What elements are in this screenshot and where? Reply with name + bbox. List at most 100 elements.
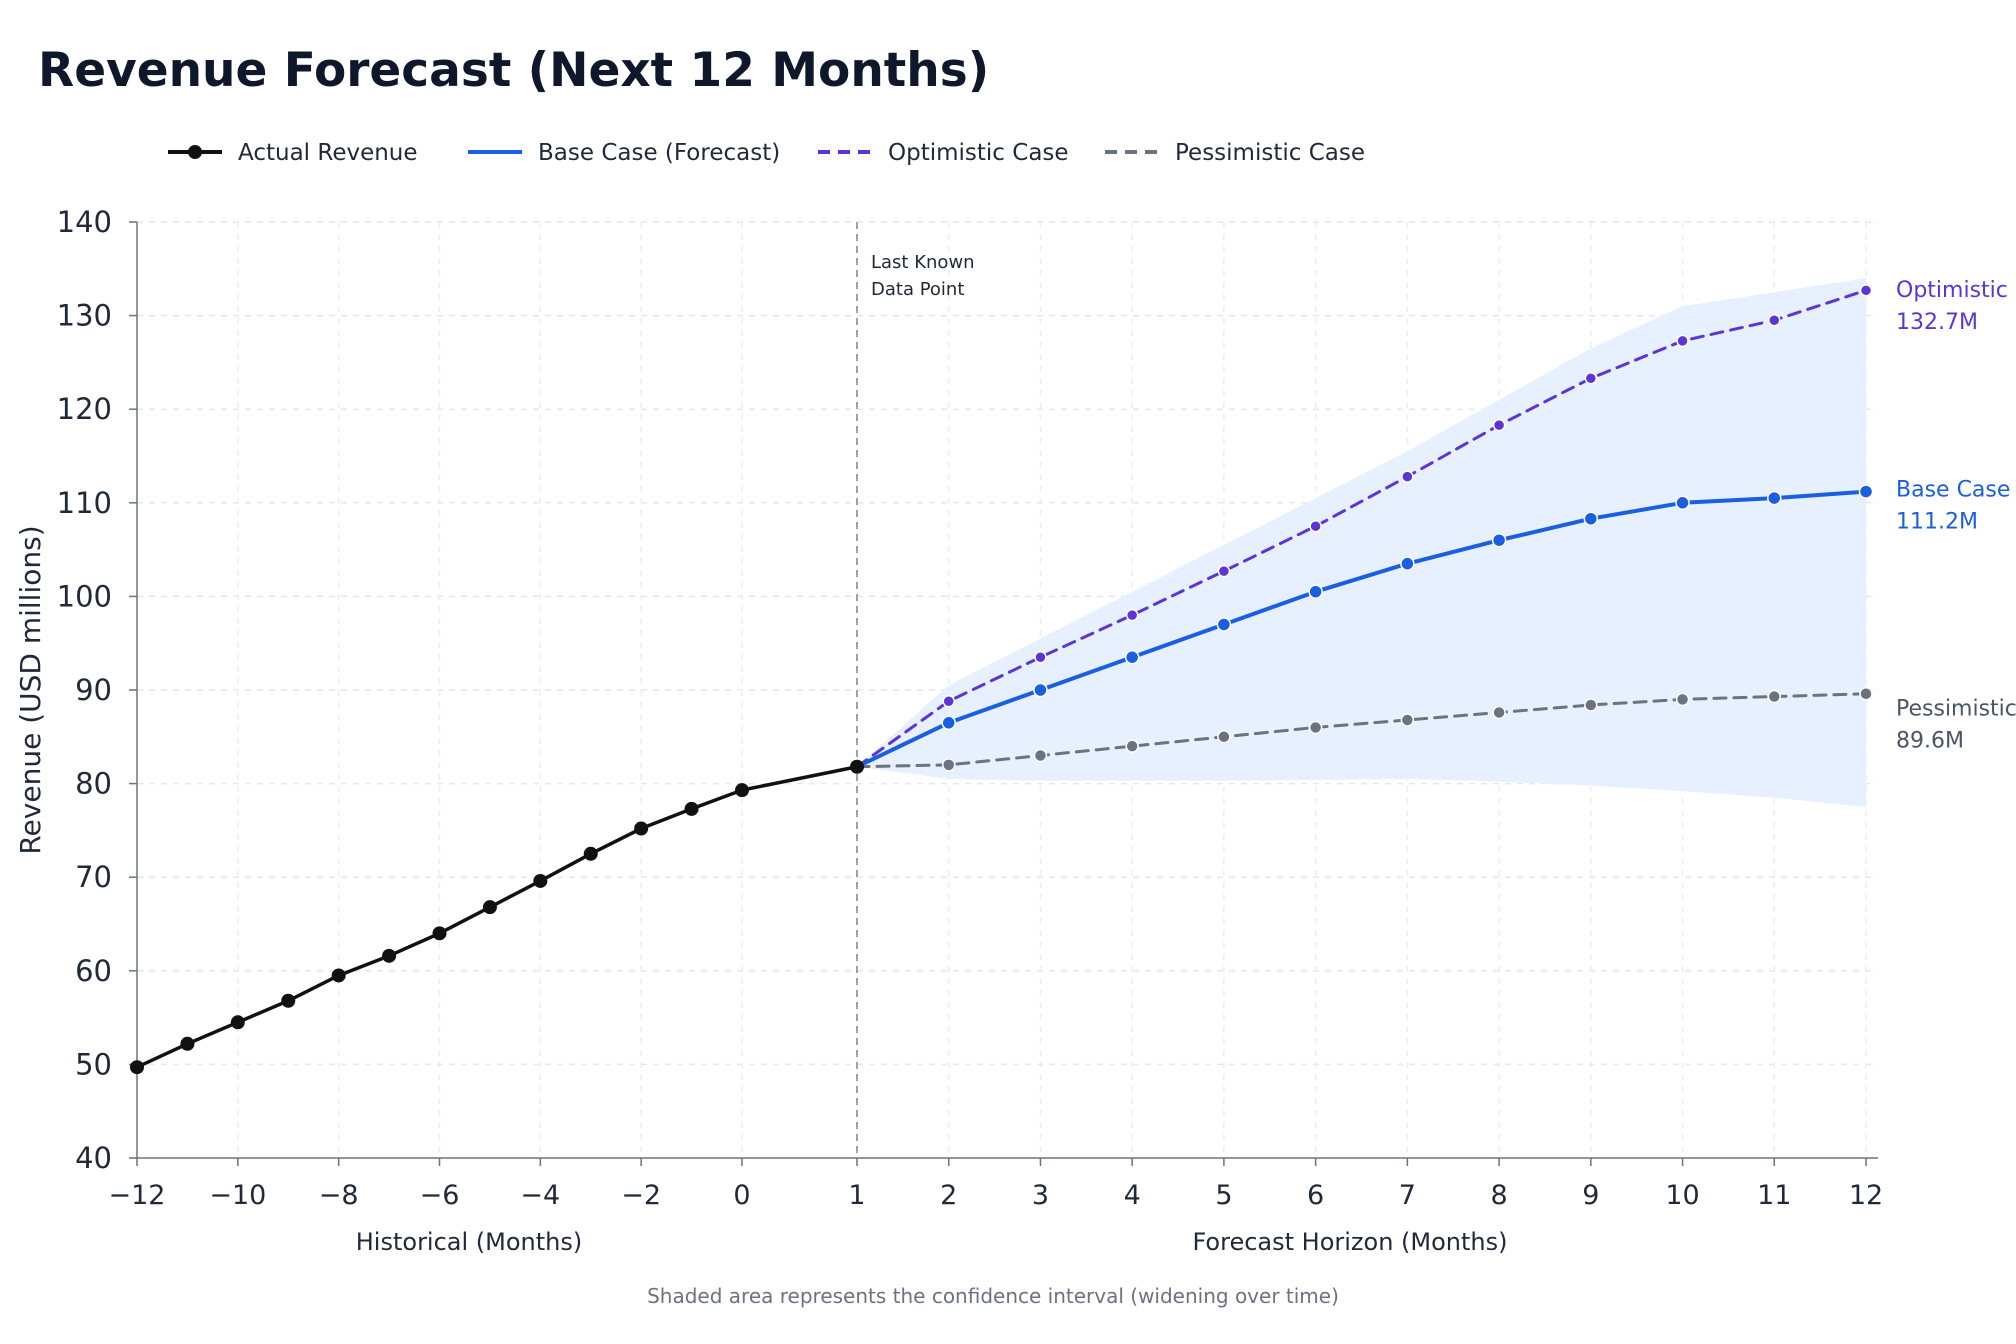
point-pessimistic-case — [1033, 748, 1048, 763]
point-base-case-forecast — [1675, 495, 1690, 511]
y-tick-label: 130 — [57, 299, 112, 333]
y-tick-label: 40 — [75, 1141, 112, 1175]
x-tick-label: 6 — [1307, 1180, 1324, 1211]
x-tick-labels: −12 −10 −8 −6 −4 −2 0 1 2 3 4 5 6 7 8 9 10 11 12 — [109, 1180, 1884, 1211]
point-base-case-forecast — [1216, 617, 1232, 632]
point-base-case-forecast — [1491, 532, 1507, 548]
legend-label: Pessimistic Case — [1175, 140, 1365, 166]
x-tick-label: 12 — [1849, 1180, 1883, 1211]
end-label-value: 111.2M — [1896, 509, 1978, 534]
y-tick-label: 70 — [75, 860, 112, 894]
point-actual-revenue — [331, 968, 346, 983]
footnote: Shaded area represents the confidence in… — [647, 1284, 1339, 1308]
x-tick-label: 2 — [940, 1180, 957, 1211]
point-base-case-forecast — [1583, 511, 1599, 526]
y-tick-label: 120 — [57, 392, 112, 426]
point-base-case-forecast — [1400, 556, 1415, 571]
x-tick-label: −10 — [209, 1180, 266, 1211]
point-actual-revenue — [432, 926, 447, 941]
y-tick-label: 90 — [75, 673, 112, 707]
legend-item: Optimistic Case — [818, 140, 1069, 166]
x-tick-label: −4 — [520, 1180, 560, 1211]
x-tick-label: 3 — [1032, 1180, 1049, 1211]
x-tick-label: 9 — [1582, 1180, 1599, 1211]
x-tick-label: 1 — [848, 1180, 865, 1211]
point-pessimistic-case — [1217, 730, 1231, 744]
y-tick-label: 140 — [57, 205, 112, 239]
point-optimistic-case — [1584, 372, 1598, 385]
axes — [129, 221, 1878, 1166]
point-actual-revenue — [684, 801, 699, 816]
point-actual-revenue — [482, 900, 497, 915]
end-label: Optimistic 132.7M — [1896, 278, 2008, 335]
x-axis-title-historical: Historical (Months) — [356, 1228, 583, 1256]
legend-label: Optimistic Case — [888, 140, 1069, 166]
point-actual-revenue — [230, 1015, 245, 1030]
y-tick-labels: 40 50 60 70 80 90 100 110 120 130 140 — [57, 205, 112, 1175]
point-actual-revenue — [583, 846, 598, 861]
x-tick-label: 4 — [1124, 1180, 1141, 1211]
point-actual-revenue — [382, 948, 397, 963]
x-tick-label: 0 — [733, 1180, 750, 1211]
point-actual-revenue — [850, 759, 864, 774]
point-pessimistic-case — [1308, 720, 1323, 735]
legend-item: Actual Revenue — [168, 140, 418, 166]
y-axis-title: Revenue (USD millions) — [14, 525, 47, 854]
end-label-name: Optimistic — [1896, 278, 2008, 303]
series-lines — [135, 288, 1868, 1069]
legend-item: Pessimistic Case — [1105, 140, 1365, 166]
point-pessimistic-case — [941, 758, 956, 772]
point-actual-revenue — [735, 783, 749, 798]
end-label-value: 132.7M — [1896, 310, 1978, 335]
confidence-interval-area — [857, 278, 1866, 807]
y-tick-label: 110 — [57, 486, 112, 520]
point-actual-revenue — [634, 821, 649, 836]
point-optimistic-case — [1768, 314, 1781, 327]
x-tick-label: 11 — [1757, 1180, 1791, 1211]
x-tick-label: 5 — [1215, 1180, 1232, 1211]
point-pessimistic-case — [1675, 692, 1690, 707]
x-tick-label: −12 — [109, 1180, 166, 1211]
point-pessimistic-case — [1125, 739, 1139, 753]
y-tick-label: 50 — [75, 1047, 112, 1081]
point-base-case-forecast — [1858, 484, 1874, 499]
point-optimistic-case — [1401, 470, 1414, 483]
point-base-case-forecast — [941, 715, 956, 731]
point-optimistic-case — [942, 694, 955, 708]
point-optimistic-case — [1034, 650, 1047, 664]
y-tick-label: 60 — [75, 954, 112, 988]
point-pessimistic-case — [1584, 698, 1598, 712]
series-line-base-case-forecast — [855, 489, 1868, 769]
x-tick-label: 8 — [1490, 1180, 1507, 1211]
point-optimistic-case — [1676, 334, 1689, 348]
point-base-case-forecast — [1308, 584, 1323, 599]
end-label: Base Case 111.2M — [1896, 477, 2010, 534]
end-label-value: 89.6M — [1896, 728, 1964, 753]
end-label-name: Base Case — [1896, 477, 2010, 502]
x-tick-label: 7 — [1399, 1180, 1416, 1211]
series-line-optimistic-case — [855, 288, 1868, 769]
legend-item: Base Case (Forecast) — [468, 140, 780, 166]
point-optimistic-case — [1492, 418, 1506, 432]
end-labels: Optimistic 132.7M Base Case 111.2M Pessimist… — [1896, 278, 2016, 753]
series-markers — [130, 284, 1874, 1075]
divider-label-line1: Last Known — [871, 252, 975, 273]
point-base-case-forecast — [1033, 682, 1048, 698]
point-actual-revenue — [180, 1036, 195, 1051]
confidence-band — [857, 278, 1866, 807]
y-tick-label: 100 — [57, 579, 112, 613]
x-tick-label: −2 — [621, 1180, 661, 1211]
divider-label-line2: Data Point — [871, 279, 964, 300]
x-tick-label: −8 — [319, 1180, 359, 1211]
point-base-case-forecast — [1124, 649, 1140, 665]
legend-label: Actual Revenue — [238, 140, 418, 166]
series-line-pessimistic-case — [855, 692, 1868, 769]
chart-title: Revenue Forecast (Next 12 Months) — [38, 43, 989, 98]
x-tick-label: −6 — [420, 1180, 460, 1211]
point-actual-revenue — [533, 873, 548, 888]
end-label-name: Pessimistic — [1896, 696, 2016, 721]
x-tick-label: 10 — [1665, 1180, 1699, 1211]
legend-label: Base Case (Forecast) — [538, 140, 780, 166]
legend-marker — [188, 145, 202, 159]
